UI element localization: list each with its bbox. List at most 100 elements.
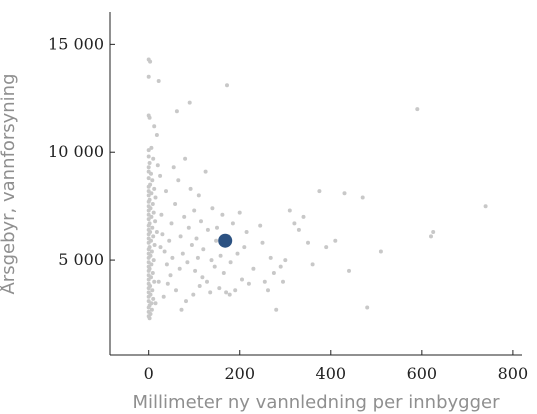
data-point-62: [146, 277, 151, 282]
data-point-160: [306, 240, 310, 245]
data-point-129: [218, 253, 223, 258]
data-point-137: [230, 221, 235, 226]
data-point-138: [233, 288, 238, 293]
data-point-81: [160, 232, 165, 237]
data-point-156: [287, 208, 292, 213]
data-point-171: [429, 234, 433, 239]
y-ticks: 5 000 10 000 15 000: [48, 34, 115, 269]
data-point-166: [347, 268, 351, 273]
data-point-115: [197, 284, 202, 288]
points-layer: [146, 57, 488, 321]
data-point-104: [185, 260, 190, 265]
data-point-80: [147, 316, 152, 321]
data-point-162: [317, 189, 322, 194]
data-point-116: [199, 219, 203, 224]
data-point-5: [147, 115, 152, 120]
data-point-145: [251, 266, 256, 271]
data-point-133: [225, 83, 229, 88]
data-point-126: [214, 238, 219, 243]
data-point-103: [184, 299, 188, 304]
data-point-114: [196, 193, 201, 198]
data-point-48: [146, 247, 151, 252]
data-point-146: [258, 223, 263, 228]
data-point-35: [153, 219, 158, 224]
data-point-178: [153, 301, 158, 306]
data-point-120: [205, 279, 209, 284]
data-point-31: [151, 210, 156, 215]
data-point-38: [150, 225, 155, 230]
data-point-6: [152, 124, 157, 129]
data-point-149: [266, 288, 270, 293]
data-point-110: [192, 208, 197, 213]
data-point-157: [292, 221, 297, 226]
data-point-45: [146, 240, 151, 245]
data-point-54: [146, 260, 151, 265]
data-point-13: [146, 165, 151, 170]
data-point-151: [271, 271, 276, 275]
data-point-15: [149, 171, 153, 176]
data-point-150: [268, 255, 273, 260]
data-point-170: [415, 107, 420, 112]
data-point-42: [151, 234, 156, 239]
data-point-164: [333, 238, 338, 243]
data-point-131: [221, 271, 226, 275]
data-point-66: [146, 286, 151, 291]
data-point-98: [178, 234, 183, 239]
data-point-101: [182, 214, 187, 219]
data-point-141: [240, 277, 244, 282]
data-point-117: [200, 275, 205, 280]
data-point-84: [159, 212, 164, 217]
data-point-155: [283, 258, 288, 263]
data-point-11: [151, 156, 156, 161]
data-point-34: [146, 217, 151, 222]
data-point-55: [149, 262, 154, 267]
data-point-8: [149, 145, 154, 150]
data-point-46: [152, 243, 157, 247]
data-point-52: [146, 255, 151, 260]
data-point-22: [149, 191, 154, 196]
data-point-122: [208, 290, 213, 295]
data-point-139: [235, 251, 240, 256]
y-tick-label-1: 10 000: [48, 142, 104, 161]
data-point-121: [205, 227, 210, 232]
data-point-32: [146, 212, 151, 217]
data-point-168: [365, 305, 370, 310]
data-point-165: [342, 191, 347, 196]
data-point-59: [150, 271, 155, 275]
data-point-96: [176, 178, 181, 183]
data-point-94: [174, 288, 178, 293]
data-point-161: [310, 262, 315, 267]
data-point-24: [153, 195, 158, 200]
data-point-90: [168, 273, 173, 278]
data-point-163: [324, 245, 329, 250]
data-point-172: [431, 230, 436, 234]
data-point-49: [149, 249, 154, 254]
x-tick-label-2: 400: [316, 364, 347, 383]
data-point-123: [209, 258, 214, 263]
data-point-30: [146, 208, 151, 213]
data-point-158: [296, 227, 301, 232]
data-point-112: [194, 236, 199, 241]
data-point-127: [215, 225, 219, 230]
data-point-16: [146, 176, 151, 181]
data-point-179: [158, 245, 163, 250]
data-point-86: [164, 189, 168, 194]
data-point-76: [149, 307, 154, 312]
data-point-9: [146, 148, 151, 153]
data-point-106: [187, 100, 192, 105]
y-tick-label-2: 15 000: [48, 34, 104, 53]
data-point-143: [244, 230, 249, 234]
data-point-83: [164, 262, 169, 267]
data-point-167: [360, 195, 365, 200]
data-point-132: [224, 290, 229, 295]
data-point-177: [156, 279, 161, 284]
data-point-87: [161, 294, 166, 299]
data-point-99: [179, 307, 184, 312]
x-axis-title: Millimeter ny vannledning per innbygger: [133, 392, 501, 413]
data-point-26: [146, 199, 151, 204]
data-point-140: [237, 210, 242, 215]
data-point-1: [148, 59, 153, 64]
data-point-147: [260, 240, 265, 245]
data-point-124: [210, 206, 215, 211]
data-point-119: [203, 169, 208, 174]
